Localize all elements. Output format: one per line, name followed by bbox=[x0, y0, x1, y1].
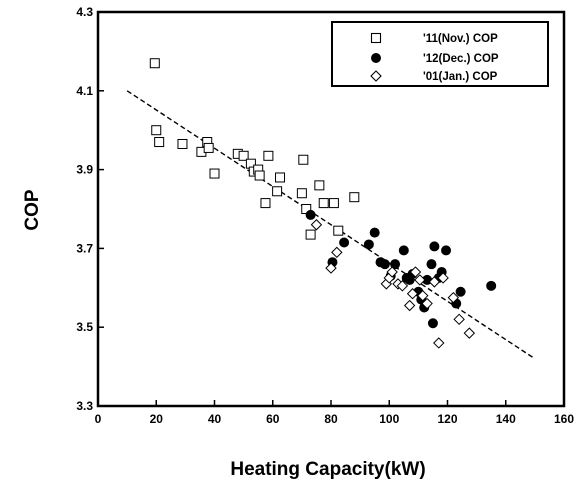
point-diamond bbox=[386, 266, 398, 278]
legend-marker-nov bbox=[370, 32, 382, 44]
y-tick-label: 3.5 bbox=[76, 320, 93, 334]
point-square bbox=[314, 180, 325, 191]
x-tick-label: 40 bbox=[208, 412, 222, 426]
point-diamond bbox=[417, 289, 429, 302]
point-diamond bbox=[453, 313, 465, 326]
x-tick-label: 100 bbox=[379, 412, 399, 426]
point-square bbox=[305, 229, 316, 240]
x-tick-label: 120 bbox=[437, 412, 457, 426]
x-tick-label: 0 bbox=[95, 412, 102, 426]
point-diamond bbox=[447, 291, 460, 304]
point-diamond bbox=[403, 299, 416, 312]
y-tick-label: 3.3 bbox=[76, 399, 93, 413]
x-axis-ticks: 0 20 40 60 80 100 120 140 160 bbox=[95, 400, 574, 426]
point-circle bbox=[427, 318, 438, 329]
point-diamond bbox=[331, 246, 343, 259]
point-diamond bbox=[414, 274, 426, 286]
data-points bbox=[149, 58, 497, 349]
x-tick-label: 140 bbox=[496, 412, 516, 426]
point-square bbox=[318, 198, 329, 209]
point-square bbox=[149, 58, 160, 69]
point-square bbox=[203, 142, 214, 153]
legend-marker-dec bbox=[371, 53, 381, 63]
point-square bbox=[154, 137, 165, 148]
point-square bbox=[296, 188, 307, 199]
x-tick-label: 80 bbox=[324, 412, 338, 426]
point-diamond bbox=[463, 327, 476, 339]
x-tick-label: 160 bbox=[554, 412, 574, 426]
point-circle bbox=[398, 245, 409, 256]
y-tick-label: 4.3 bbox=[76, 5, 93, 19]
point-square bbox=[260, 198, 271, 209]
point-circle bbox=[429, 241, 440, 252]
point-square bbox=[151, 125, 162, 136]
y-axis-title: COP bbox=[22, 189, 43, 231]
legend-box bbox=[331, 21, 549, 87]
point-square bbox=[298, 154, 309, 165]
point-square bbox=[177, 138, 188, 149]
point-diamond bbox=[325, 262, 337, 274]
legend: '11(Nov.) COP '12(Dec.) COP '01(Jan.) CO… bbox=[331, 21, 549, 87]
point-square bbox=[275, 172, 286, 183]
point-circle bbox=[486, 280, 497, 291]
y-tick-label: 4.1 bbox=[76, 84, 93, 98]
point-diamond bbox=[428, 276, 441, 288]
y-axis-ticks: 3.3 3.5 3.7 3.9 4.1 4.3 bbox=[76, 5, 104, 413]
point-circle bbox=[426, 259, 437, 270]
point-diamond bbox=[433, 337, 445, 349]
y-tick-label: 3.9 bbox=[76, 163, 93, 177]
point-square bbox=[349, 192, 360, 203]
point-diamond bbox=[396, 280, 409, 292]
series-0 bbox=[149, 58, 360, 240]
point-square bbox=[333, 225, 344, 236]
x-tick-label: 60 bbox=[266, 412, 280, 426]
point-square bbox=[254, 170, 265, 181]
point-circle bbox=[339, 237, 350, 248]
point-circle bbox=[363, 239, 374, 250]
legend-marker-jan bbox=[370, 70, 382, 82]
x-axis-title: Heating Capacity(kW) bbox=[230, 459, 425, 480]
point-diamond bbox=[409, 266, 422, 278]
point-square bbox=[272, 186, 283, 197]
point-square bbox=[209, 168, 220, 179]
point-circle bbox=[390, 259, 401, 270]
legend-label-jan: '01(Jan.) COP bbox=[423, 71, 498, 83]
y-tick-label: 3.7 bbox=[76, 241, 93, 255]
point-square bbox=[263, 150, 274, 161]
point-circle bbox=[441, 245, 452, 256]
legend-label-dec: '12(Dec.) COP bbox=[423, 53, 499, 65]
trendline bbox=[126, 90, 536, 360]
point-square bbox=[238, 150, 249, 161]
point-diamond bbox=[437, 272, 449, 284]
series-2 bbox=[310, 219, 476, 349]
point-circle bbox=[455, 286, 466, 297]
point-circle bbox=[305, 209, 316, 220]
legend-label-nov: '11(Nov.) COP bbox=[423, 33, 498, 45]
x-tick-label: 20 bbox=[150, 412, 164, 426]
point-diamond bbox=[421, 297, 433, 310]
point-circle bbox=[379, 259, 390, 270]
point-diamond bbox=[310, 219, 323, 231]
trendline-group bbox=[126, 90, 536, 360]
point-square bbox=[328, 198, 339, 209]
point-diamond bbox=[406, 288, 419, 300]
point-circle bbox=[369, 227, 380, 238]
